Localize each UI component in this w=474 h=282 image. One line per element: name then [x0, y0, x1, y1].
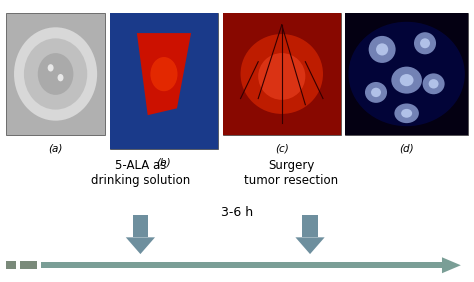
Ellipse shape [57, 74, 64, 81]
Ellipse shape [258, 53, 305, 100]
Bar [302, 215, 318, 237]
Ellipse shape [376, 43, 388, 56]
Ellipse shape [394, 103, 419, 123]
Text: (b): (b) [156, 158, 171, 168]
Ellipse shape [14, 27, 97, 121]
Ellipse shape [369, 36, 396, 63]
Ellipse shape [38, 53, 73, 95]
Ellipse shape [48, 64, 54, 72]
Text: (a): (a) [48, 144, 63, 154]
Text: 3-6 h: 3-6 h [221, 206, 253, 219]
Bar [41, 262, 447, 268]
Bar [223, 13, 341, 135]
Ellipse shape [422, 73, 445, 94]
Bar [346, 13, 468, 135]
Ellipse shape [428, 79, 438, 89]
Ellipse shape [348, 22, 465, 126]
Ellipse shape [392, 67, 422, 94]
Bar [346, 13, 468, 135]
Bar [110, 13, 218, 149]
Ellipse shape [365, 82, 387, 103]
Text: (c): (c) [275, 144, 289, 154]
Bar [133, 215, 148, 237]
Ellipse shape [400, 74, 413, 86]
Polygon shape [126, 237, 155, 254]
Ellipse shape [401, 109, 412, 118]
Bar [20, 261, 37, 269]
Ellipse shape [24, 38, 87, 110]
Ellipse shape [240, 34, 323, 114]
Ellipse shape [150, 57, 177, 91]
Bar [6, 13, 105, 135]
Bar [6, 261, 17, 269]
Text: (d): (d) [399, 144, 414, 154]
Ellipse shape [414, 32, 436, 54]
Ellipse shape [371, 88, 381, 97]
Text: Surgery
tumor resection: Surgery tumor resection [244, 159, 338, 187]
Polygon shape [295, 237, 325, 254]
Ellipse shape [420, 38, 430, 48]
Bar [110, 13, 218, 149]
Bar [223, 13, 341, 135]
Polygon shape [137, 33, 191, 115]
Polygon shape [442, 257, 461, 273]
Text: 5-ALA as
drinking solution: 5-ALA as drinking solution [91, 159, 190, 187]
